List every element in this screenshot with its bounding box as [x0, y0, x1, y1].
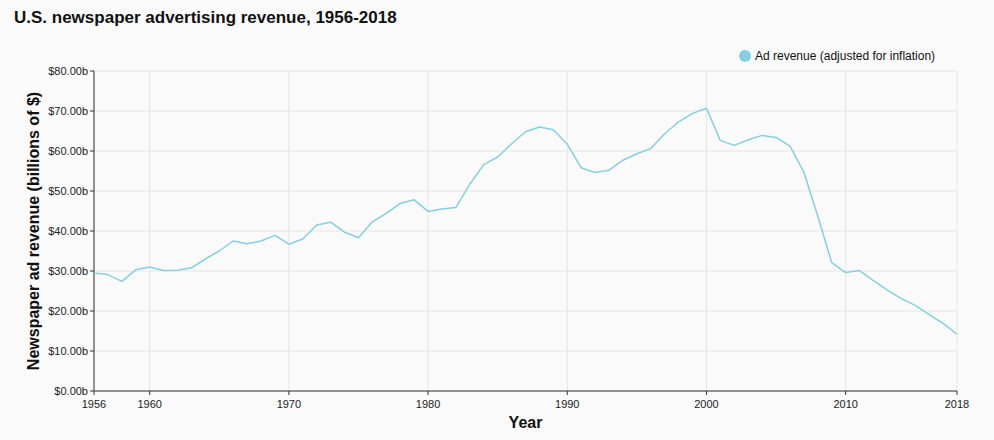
x-tick-label: 1980 [416, 398, 440, 410]
x-grid-line [957, 71, 958, 391]
line [94, 108, 957, 334]
y-grid-line [94, 231, 957, 232]
y-grid-line [94, 311, 957, 312]
x-tick-label: 1990 [555, 398, 579, 410]
x-tick [94, 391, 95, 395]
x-tick-label: 1956 [82, 398, 106, 410]
y-grid-line [94, 191, 957, 192]
x-grid-line [428, 71, 429, 391]
y-tick [90, 271, 94, 272]
x-tick-label: 1960 [137, 398, 161, 410]
y-tick [90, 71, 94, 72]
x-tick [428, 391, 429, 395]
y-tick-label: $0.00b [54, 385, 88, 397]
x-tick-label: 2000 [694, 398, 718, 410]
y-grid-line [94, 151, 957, 152]
y-grid-line [94, 351, 957, 352]
x-grid-line [706, 71, 707, 391]
x-tick-label: 2018 [945, 398, 969, 410]
y-tick [90, 191, 94, 192]
y-tick [90, 351, 94, 352]
title: U.S. newspaper advertising revenue, 1956… [14, 8, 397, 27]
y-tick [90, 151, 94, 152]
chart: U.S. newspaper advertising revenue, 1956… [0, 0, 994, 440]
x-tick [706, 391, 707, 395]
plot-area [94, 108, 957, 334]
y-tick [90, 231, 94, 232]
y-tick-label: $20.00b [48, 305, 88, 317]
x-tick-label: 2010 [833, 398, 857, 410]
y-tick [90, 311, 94, 312]
legend-marker [739, 50, 751, 62]
y-grid-line [94, 71, 957, 72]
y-grid-line [94, 391, 957, 392]
x-tick-label: 1970 [277, 398, 301, 410]
y-grid-line [94, 271, 957, 272]
y-tick-label: $30.00b [48, 265, 88, 277]
x-axis [94, 391, 957, 392]
x-grid-line [149, 71, 150, 391]
y-tick-label: $40.00b [48, 225, 88, 237]
x-tick [845, 391, 846, 395]
y-tick-label: $50.00b [48, 185, 88, 197]
y-tick [90, 111, 94, 112]
x-grid-line [288, 71, 289, 391]
y-grid-line [94, 111, 957, 112]
x-tick [567, 391, 568, 395]
y-tick-label: $10.00b [48, 345, 88, 357]
legend-label: Ad revenue (adjusted for inflation) [755, 49, 935, 63]
y-tick-label: $60.00b [48, 145, 88, 157]
y-axis [94, 71, 95, 391]
x-grid-line [567, 71, 568, 391]
x-tick [957, 391, 958, 395]
x-tick [149, 391, 150, 395]
y-tick [90, 391, 94, 392]
y-tick-label: $70.00b [48, 105, 88, 117]
x-grid-line [94, 71, 95, 391]
grid [94, 71, 957, 391]
x-axis-label: Year [509, 414, 543, 431]
y-axis-label: Newspaper ad revenue (billions of $) [25, 92, 42, 370]
background [0, 0, 994, 440]
y-tick-label: $80.00b [48, 65, 88, 77]
x-grid-line [845, 71, 846, 391]
x-tick [288, 391, 289, 395]
